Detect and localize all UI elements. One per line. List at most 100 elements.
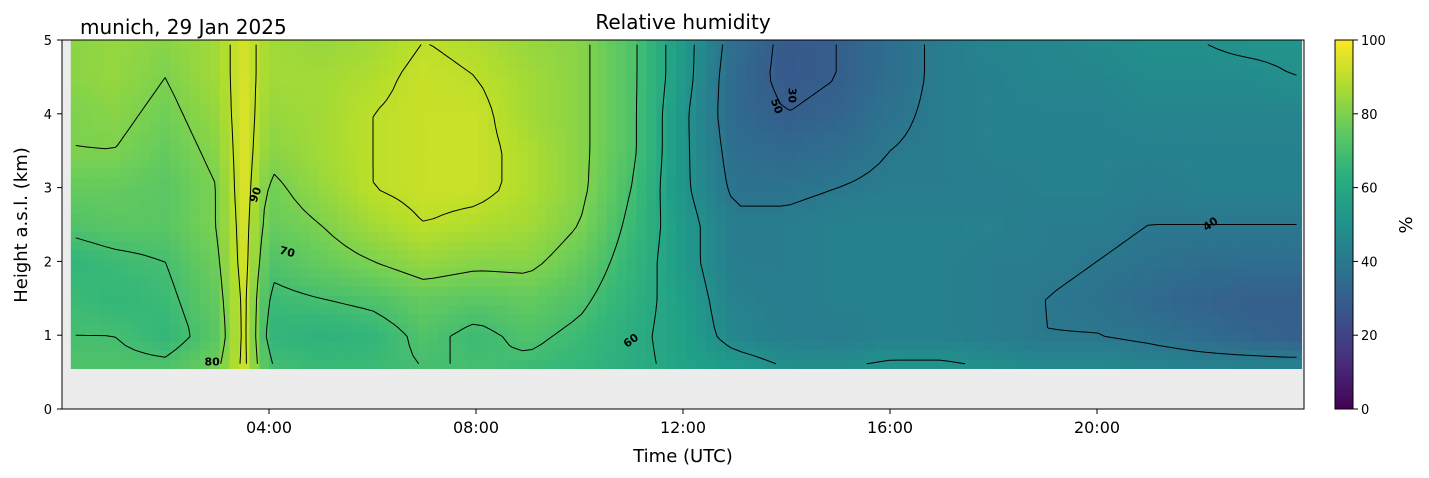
heat-cell (805, 58, 816, 68)
heat-cell (1212, 322, 1223, 333)
heat-cell (348, 359, 360, 370)
heat-cell (269, 76, 280, 87)
heat-cell (666, 67, 677, 78)
heat-cell (547, 231, 558, 242)
heat-cell (279, 322, 290, 333)
heat-cell (1172, 103, 1183, 114)
heat-cell (368, 213, 380, 224)
heat-cell (834, 331, 846, 342)
heat-cell (428, 185, 439, 196)
heat-cell (864, 286, 876, 297)
heat-cell (130, 258, 141, 269)
heat-cell (983, 341, 995, 351)
heat-cell (834, 94, 846, 105)
heat-cell (289, 350, 300, 360)
heat-cell (388, 94, 399, 105)
heat-cell (557, 249, 568, 260)
heat-cell (438, 149, 449, 160)
heat-cell (70, 213, 82, 224)
heat-cell (1112, 331, 1124, 342)
heat-cell (884, 185, 896, 196)
heat-cell (418, 331, 429, 342)
heat-cell (696, 204, 707, 214)
heat-cell (864, 258, 876, 269)
heat-cell (269, 240, 280, 251)
heat-cell (547, 249, 558, 260)
heat-cell (120, 76, 131, 87)
heat-cell (963, 112, 975, 123)
heat-cell (457, 58, 469, 68)
heat-cell (140, 112, 151, 123)
heat-cell (100, 49, 112, 59)
heat-cell (398, 304, 409, 315)
heat-cell (1212, 231, 1223, 242)
heat-cell (725, 304, 737, 315)
heat-cell (507, 58, 518, 68)
heat-cell (299, 313, 310, 324)
heat-cell (993, 231, 1005, 242)
heat-cell (269, 40, 280, 50)
heat-cell (954, 240, 965, 251)
heat-cell (378, 67, 389, 78)
heat-cell (308, 176, 320, 187)
heat-cell (1083, 49, 1094, 59)
heat-cell (467, 249, 479, 260)
heat-cell (150, 286, 161, 297)
heat-cell (299, 304, 310, 315)
heat-cell (219, 304, 231, 315)
heat-cell (1142, 167, 1154, 178)
heat-cell (378, 85, 389, 96)
heat-cell (140, 341, 151, 351)
heat-cell (428, 295, 439, 306)
heat-cell (1112, 167, 1124, 178)
heat-cell (497, 277, 509, 287)
heat-cell (1073, 40, 1084, 50)
heat-cell (954, 167, 965, 178)
heat-cell (1023, 58, 1035, 68)
heat-cell (1202, 140, 1213, 151)
heat-cell (973, 249, 985, 260)
heat-cell (507, 222, 518, 233)
heat-cell (318, 341, 330, 351)
heat-cell (269, 140, 280, 151)
heat-cell (725, 140, 737, 151)
heat-cell (1093, 286, 1104, 297)
heat-cell (328, 350, 340, 360)
heat-cell (547, 140, 558, 151)
heat-cell (834, 167, 846, 178)
heat-cell (656, 85, 667, 96)
heat-cell (457, 249, 469, 260)
heat-cell (130, 304, 141, 315)
heat-cell (725, 277, 737, 287)
heat-cell (735, 295, 747, 306)
heat-cell (1291, 350, 1303, 360)
heat-cell (884, 112, 896, 123)
heat-cell (348, 204, 360, 214)
heat-cell (1192, 277, 1203, 287)
heat-cell (428, 286, 439, 297)
heat-cell (993, 350, 1005, 360)
heat-cell (289, 222, 300, 233)
heat-cell (100, 58, 112, 68)
heat-cell (438, 195, 449, 205)
heat-cell (219, 222, 231, 233)
heat-cell (735, 268, 747, 278)
heat-cell (1122, 350, 1134, 360)
heat-cell (487, 76, 499, 87)
heat-cell (884, 49, 896, 59)
heat-cell (567, 350, 578, 360)
heat-cell (765, 249, 777, 260)
heat-cell (745, 258, 757, 269)
heat-cell (1212, 304, 1223, 315)
heat-cell (1073, 313, 1084, 324)
heat-cell (1053, 304, 1064, 315)
heat-cell (1271, 213, 1283, 224)
heat-cell (547, 40, 558, 50)
heat-cell (725, 231, 737, 242)
heat-cell (825, 176, 836, 187)
heat-cell (1251, 76, 1263, 87)
heat-cell (785, 331, 796, 342)
heat-cell (358, 322, 370, 333)
heat-cell (1281, 350, 1293, 360)
heat-cell (765, 286, 777, 297)
